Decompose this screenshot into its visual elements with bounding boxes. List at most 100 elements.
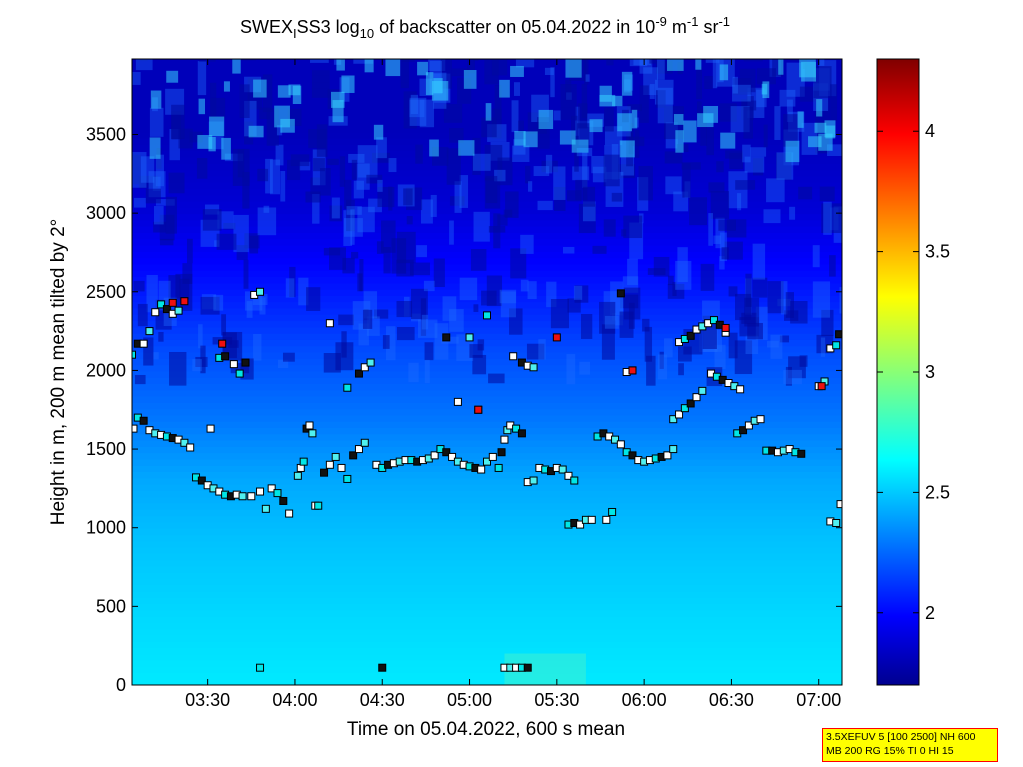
backscatter-cell — [290, 154, 310, 167]
cloud-marker — [692, 393, 701, 402]
backscatter-cell — [621, 229, 627, 237]
backscatter-cell — [677, 247, 688, 283]
backscatter-cell — [630, 136, 645, 147]
x-tick-label: 06:00 — [622, 690, 667, 710]
backscatter-cell — [821, 203, 842, 234]
backscatter-cell — [210, 97, 226, 119]
cloud-marker — [206, 424, 215, 433]
backscatter-cell — [520, 234, 534, 254]
backscatter-cell — [808, 136, 822, 148]
y-tick-label: 2000 — [86, 360, 126, 380]
backscatter-cell — [494, 169, 506, 182]
backscatter-band — [132, 332, 842, 340]
backscatter-cell — [767, 281, 784, 314]
backscatter-cell — [585, 74, 590, 82]
cloud-marker — [602, 515, 611, 524]
backscatter-cell — [472, 354, 487, 375]
cloud-marker — [616, 289, 625, 298]
backscatter-band — [132, 401, 842, 410]
backscatter-cell — [341, 75, 355, 93]
backscatter-cell — [463, 70, 477, 89]
backscatter-cell — [592, 166, 607, 183]
backscatter-band — [132, 609, 842, 617]
cloud-marker — [529, 363, 538, 372]
backscatter-cell — [385, 59, 401, 77]
backscatter-cell — [566, 190, 582, 202]
cloud-marker — [483, 457, 491, 466]
backscatter-cell — [411, 288, 428, 320]
backscatter-cell — [708, 213, 713, 246]
backscatter-cell — [664, 151, 683, 164]
backscatter-cell — [702, 300, 720, 321]
red-marker — [218, 339, 227, 348]
backscatter-cell — [137, 303, 148, 327]
backscatter-cell — [409, 99, 425, 118]
cloud-marker — [836, 500, 842, 509]
cloud-marker — [736, 385, 745, 394]
cloud-marker — [145, 327, 154, 336]
backscatter-cell — [603, 154, 620, 187]
backscatter-cell — [253, 333, 262, 361]
backscatter-cell — [743, 59, 763, 62]
backscatter-cell — [403, 188, 413, 206]
backscatter-cell — [647, 268, 666, 275]
backscatter-cell — [763, 124, 768, 148]
cloud-marker — [686, 331, 695, 340]
backscatter-band — [132, 471, 842, 479]
backscatter-cell — [612, 95, 623, 107]
red-marker — [168, 298, 177, 307]
backscatter-cell — [454, 181, 462, 213]
backscatter-cell — [763, 209, 781, 224]
backscatter-cell — [213, 294, 224, 311]
backscatter-cell — [451, 68, 469, 77]
backscatter-cell — [689, 197, 708, 226]
backscatter-cell — [745, 273, 752, 307]
backscatter-cell — [186, 238, 193, 264]
backscatter-cell — [132, 72, 141, 85]
backscatter-cell — [779, 89, 796, 107]
backscatter-cell — [578, 203, 596, 234]
cloud-marker — [279, 496, 288, 505]
backscatter-cell — [581, 83, 588, 119]
backscatter-cell — [638, 165, 653, 201]
backscatter-cell — [510, 248, 527, 279]
cloud-marker — [494, 463, 503, 472]
backscatter-band — [132, 206, 842, 215]
backscatter-cell — [574, 285, 589, 303]
cloud-marker — [709, 316, 718, 325]
backscatter-cell — [133, 197, 146, 208]
backscatter-cell — [350, 209, 355, 245]
backscatter-cell — [150, 90, 162, 109]
cloud-marker — [197, 476, 206, 485]
backscatter-cell — [252, 293, 268, 305]
backscatter-cell — [153, 206, 164, 225]
backscatter-cell — [158, 331, 164, 342]
backscatter-cell — [288, 84, 301, 96]
cloud-marker — [558, 465, 567, 474]
backscatter-cell — [377, 186, 395, 208]
backscatter-cell — [434, 323, 449, 360]
backscatter-band — [132, 219, 842, 227]
backscatter-cell — [824, 120, 836, 138]
backscatter-cell — [459, 175, 469, 208]
backscatter-cell — [667, 283, 685, 299]
backscatter-cell — [243, 259, 249, 289]
backscatter-cell — [783, 369, 802, 385]
backscatter-cell — [500, 291, 516, 318]
backscatter-band — [132, 477, 842, 485]
backscatter-cell — [397, 327, 415, 341]
backscatter-cell — [259, 297, 266, 315]
backscatter-cell — [713, 235, 721, 244]
backscatter-band — [132, 603, 842, 611]
backscatter-cell — [696, 66, 703, 100]
backscatter-cell — [511, 100, 519, 133]
cloud-marker — [293, 471, 302, 480]
backscatter-cell — [171, 104, 185, 139]
cloud-marker — [325, 460, 334, 469]
backscatter-cell — [259, 107, 271, 120]
y-tick-label: 1500 — [86, 439, 126, 459]
backscatter-cell — [726, 219, 747, 238]
backscatter-cell — [700, 263, 715, 291]
backscatter-cell — [388, 158, 397, 173]
